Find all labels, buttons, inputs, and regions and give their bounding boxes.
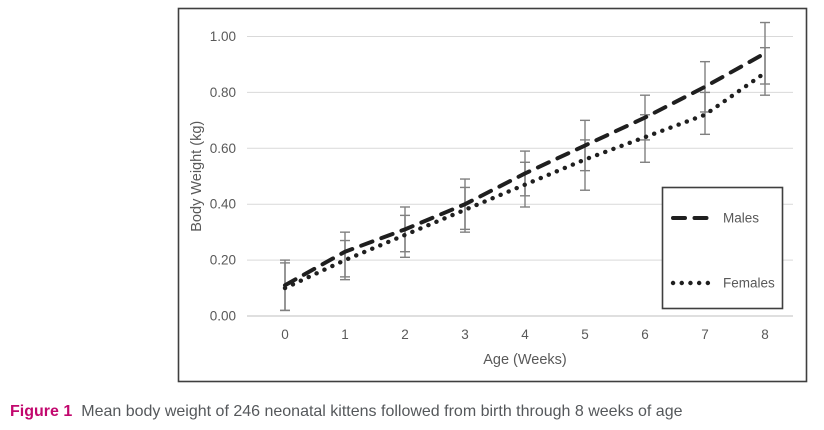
- chart-canvas: 0.00 0.20 0.40 0.60 0.80 1.00 0 1 2 3 4 5 6 7 8 Age (We…: [177, 7, 808, 383]
- y-tick-label: 1.00: [210, 29, 236, 44]
- x-tick-label: 5: [581, 327, 589, 342]
- x-tick-label: 2: [401, 327, 409, 342]
- legend-box: [661, 186, 784, 310]
- figure-caption-label: Figure 1: [10, 403, 73, 420]
- males-line: [283, 51, 767, 288]
- legend-males-label: Males: [723, 211, 759, 226]
- figure-caption: Figure 1 Mean body weight of 246 neonatal…: [10, 401, 814, 422]
- y-axis-title: Body Weight (kg): [189, 121, 205, 232]
- y-tick-label: 0.60: [210, 141, 236, 156]
- females-line: [282, 70, 768, 291]
- x-tick-label: 6: [641, 327, 649, 342]
- x-tick-label: 8: [761, 327, 769, 342]
- x-tick-label: 7: [701, 327, 709, 342]
- y-tick-label: 0.80: [210, 85, 236, 100]
- x-tick-label: 4: [521, 327, 529, 342]
- y-tick-label: 0.20: [210, 253, 236, 268]
- x-tick-label: 1: [341, 327, 349, 342]
- legend-females-label: Females: [723, 276, 775, 291]
- kitten-weight-chart: 0.00 0.20 0.40 0.60 0.80 1.00 0 1 2 3 4 5 6 7 8 Age (We…: [177, 7, 808, 383]
- x-tick-label: 3: [461, 327, 469, 342]
- y-tick-label: 0.40: [210, 197, 236, 212]
- figure-caption-text: Mean body weight of 246 neonatal kittens…: [81, 403, 683, 420]
- x-tick-label: 0: [281, 327, 289, 342]
- x-axis-title: Age (Weeks): [483, 352, 567, 368]
- y-tick-label: 0.00: [210, 309, 236, 324]
